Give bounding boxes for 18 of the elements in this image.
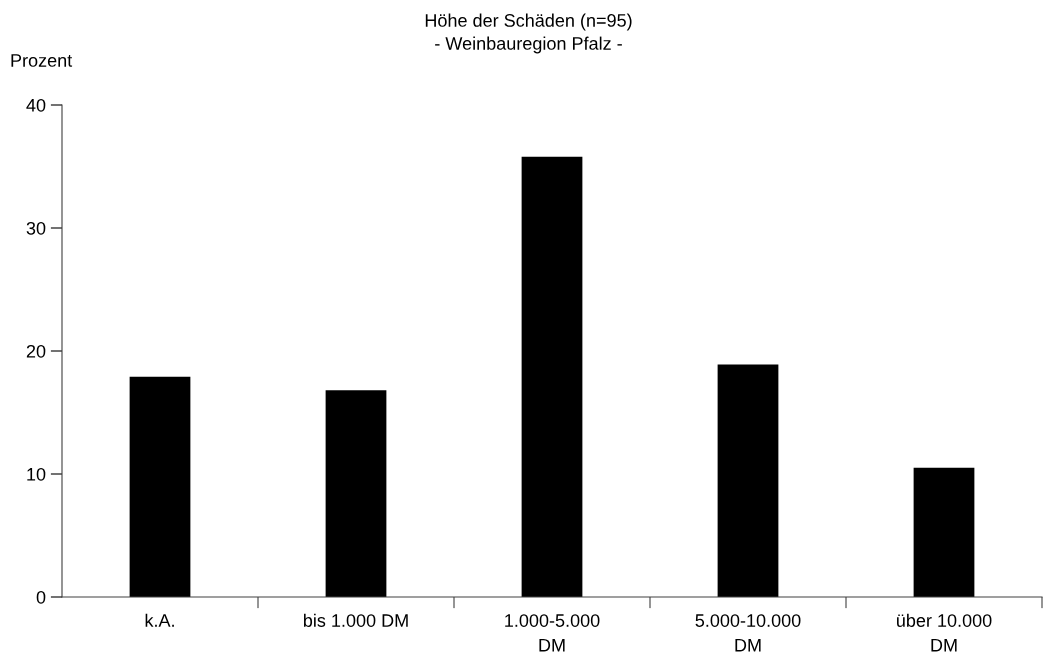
y-tick-label: 30 (26, 221, 46, 235)
y-tick-label: 20 (26, 344, 46, 358)
chart-title: Höhe der Schäden (n=95) (425, 13, 632, 31)
bar (717, 364, 779, 597)
y-axis-title: Prozent (11, 54, 73, 67)
x-tick-label: 5.000-10.000 DM (695, 614, 801, 652)
bar (325, 390, 387, 597)
chart-subtitle: - Weinbauregion Pfalz - (435, 36, 622, 54)
x-tick-label: bis 1.000 DM (303, 613, 408, 627)
bar (521, 156, 583, 597)
x-tick-label: 1.000-5.000 DM (505, 614, 600, 652)
bar (129, 376, 191, 597)
x-tick-label: über 10.000 DM (897, 613, 992, 652)
y-tick-label: 0 (36, 590, 46, 604)
x-tick-label: k.A. (145, 613, 174, 627)
y-tick-label: 40 (26, 98, 46, 112)
bar (913, 467, 975, 597)
y-tick-label: 10 (27, 467, 46, 481)
